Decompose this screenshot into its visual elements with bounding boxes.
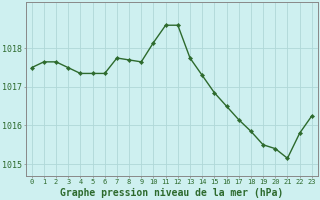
X-axis label: Graphe pression niveau de la mer (hPa): Graphe pression niveau de la mer (hPa) — [60, 188, 284, 198]
